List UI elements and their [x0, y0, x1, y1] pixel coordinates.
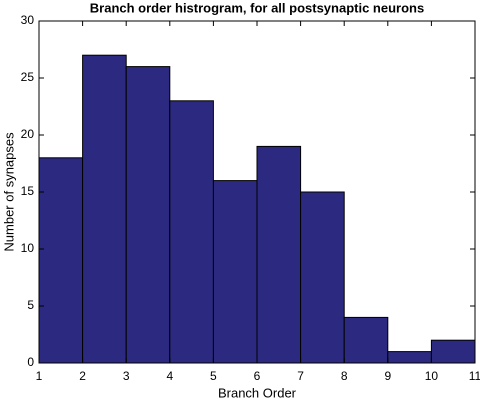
- x-tick-label: 1: [36, 369, 43, 383]
- bar: [38, 157, 84, 364]
- bar: [387, 351, 432, 364]
- x-tick-label: 4: [166, 369, 173, 383]
- bar: [300, 191, 345, 364]
- x-tick-label: 6: [254, 369, 261, 383]
- y-axis-label: Number of synapses: [1, 132, 16, 252]
- x-tick-label: 3: [123, 369, 130, 383]
- bar: [343, 316, 389, 364]
- bar: [212, 180, 258, 364]
- x-tick-label: 5: [210, 369, 217, 383]
- x-tick-label: 10: [425, 369, 439, 383]
- bar: [125, 66, 171, 364]
- x-tick-label: 9: [384, 369, 391, 383]
- bar: [82, 54, 127, 364]
- x-tick-label: 2: [79, 369, 86, 383]
- x-tick-label: 8: [341, 369, 348, 383]
- x-tick-label: 7: [297, 369, 304, 383]
- bar: [256, 145, 302, 364]
- y-tick-label: 30: [21, 13, 35, 27]
- y-tick-label: 20: [21, 127, 35, 141]
- x-axis-label: Branch Order: [218, 385, 297, 400]
- bar: [430, 339, 476, 364]
- y-tick-label: 25: [21, 70, 35, 84]
- bar: [169, 100, 214, 364]
- y-tick-label: 10: [21, 241, 35, 255]
- chart-title: Branch order histrogram, for all postsyn…: [90, 0, 424, 15]
- x-tick-label: 11: [469, 369, 480, 383]
- y-tick-label: 5: [27, 298, 34, 312]
- y-tick-label: 15: [21, 184, 35, 198]
- y-tick-label: 0: [27, 355, 34, 369]
